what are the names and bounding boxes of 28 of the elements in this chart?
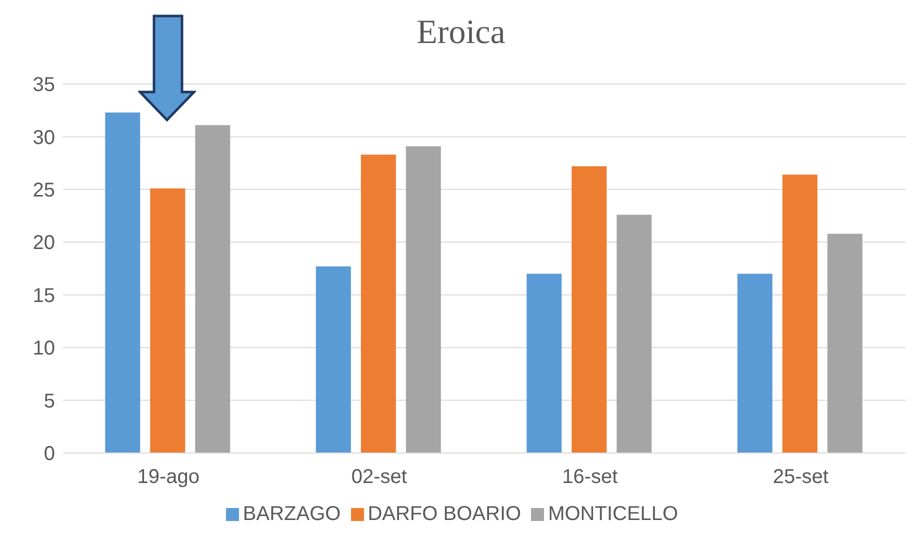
- bar: [572, 166, 607, 453]
- bar: [316, 266, 351, 453]
- bar: [526, 274, 562, 453]
- bar: [616, 214, 652, 453]
- bar: [782, 174, 818, 453]
- bar: [406, 146, 441, 453]
- legend-label: MONTICELLO: [548, 503, 678, 525]
- y-tick-label: 0: [44, 443, 55, 466]
- y-tick-label: 15: [32, 284, 55, 307]
- y-tick-label: 30: [32, 126, 55, 149]
- bar: [737, 274, 772, 453]
- x-tick-label: 25-set: [772, 466, 829, 488]
- y-tick-label: 20: [32, 232, 55, 254]
- bar: [195, 125, 230, 453]
- x-tick-label: 19-ago: [137, 466, 200, 488]
- bar: [150, 188, 186, 453]
- chart-title: Eroica: [416, 14, 506, 52]
- x-tick-label: 16-set: [562, 466, 618, 488]
- bar: [360, 154, 396, 453]
- y-tick-label: 5: [44, 390, 55, 412]
- y-tick-label: 25: [32, 180, 55, 202]
- legend-label: BARZAGO: [242, 503, 341, 525]
- bar: [827, 234, 862, 453]
- y-tick-label: 35: [32, 74, 55, 96]
- x-tick-label: 02-set: [351, 466, 408, 488]
- bar: [105, 112, 140, 453]
- y-tick-label: 10: [32, 338, 55, 360]
- legend-label: DARFO BOARIO: [368, 503, 522, 525]
